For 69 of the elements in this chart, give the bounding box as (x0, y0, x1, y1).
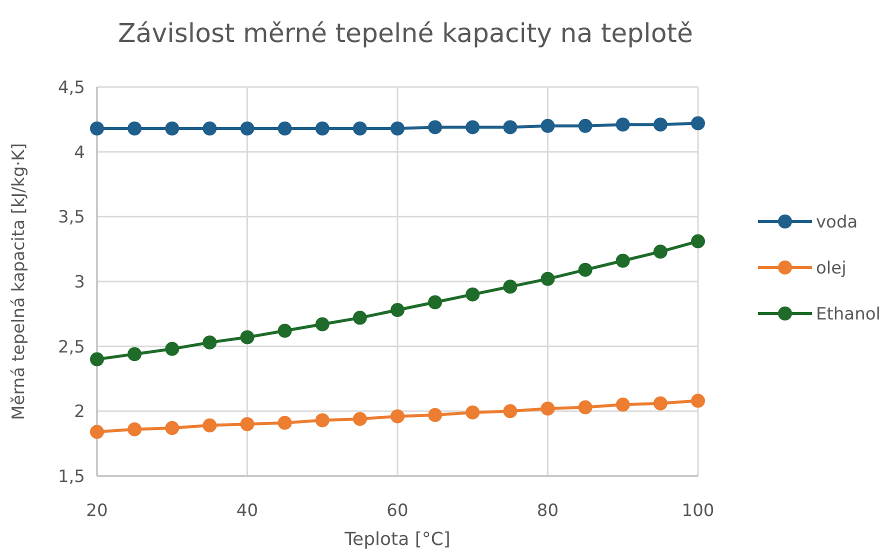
point (653, 244, 668, 259)
point (540, 272, 555, 286)
point (428, 408, 442, 422)
x-tick-label: 80 (536, 501, 559, 521)
point (128, 121, 142, 136)
point (503, 404, 518, 418)
point (428, 120, 442, 134)
point (653, 396, 668, 410)
point (428, 295, 442, 310)
point (540, 118, 555, 133)
y-tick-label: 3,5 (58, 208, 85, 228)
point (278, 324, 292, 338)
point (390, 303, 404, 318)
point (240, 121, 254, 136)
point (165, 121, 180, 136)
point (278, 416, 292, 430)
point (240, 417, 254, 432)
y-tick-label: 4,5 (58, 78, 85, 98)
x-tick-label: 20 (86, 501, 108, 521)
point (578, 262, 592, 277)
point (691, 234, 705, 248)
point (691, 116, 705, 130)
point (466, 287, 480, 302)
point (578, 118, 592, 133)
point (90, 352, 104, 366)
point (352, 121, 367, 136)
point (390, 409, 404, 424)
y-tick-label: 3 (74, 272, 85, 292)
point (128, 347, 142, 362)
point (390, 121, 404, 136)
point (503, 120, 518, 134)
point (165, 421, 180, 436)
point (578, 400, 592, 414)
x-tick-label: 60 (386, 501, 408, 521)
point (540, 402, 555, 416)
point (202, 121, 217, 136)
point (466, 405, 480, 420)
point (616, 254, 630, 268)
legend-label: voda (816, 212, 858, 232)
x-tick-label: 100 (682, 501, 714, 521)
point (315, 413, 330, 428)
y-tick-label: 1,5 (58, 467, 85, 487)
point (315, 121, 330, 136)
point (352, 310, 367, 325)
y-tick-label: 2 (74, 402, 85, 422)
point (691, 394, 705, 408)
point (653, 118, 668, 132)
y-tick-label: 2,5 (58, 337, 85, 358)
point (315, 317, 330, 332)
point (466, 120, 480, 134)
point (128, 422, 142, 436)
x-axis-title: Teplota [°C] (344, 529, 450, 550)
point (616, 118, 630, 132)
point (278, 121, 292, 136)
point (165, 342, 180, 356)
point (202, 418, 217, 432)
point (240, 330, 254, 344)
point (90, 121, 104, 136)
legend-label: Ethanol (816, 304, 880, 324)
legend-label: olej (816, 258, 846, 278)
x-tick-label: 40 (236, 501, 258, 521)
y-tick-label: 4 (74, 142, 85, 163)
chart-title: Závislost měrné tepelné kapacity na teplotě (118, 19, 694, 49)
point (616, 398, 630, 412)
point (503, 280, 518, 294)
point (90, 424, 104, 439)
point (352, 412, 367, 426)
y-axis-title: Měrná tepelná kapacita [kJ/kg·K] (9, 143, 29, 420)
point (202, 335, 217, 350)
